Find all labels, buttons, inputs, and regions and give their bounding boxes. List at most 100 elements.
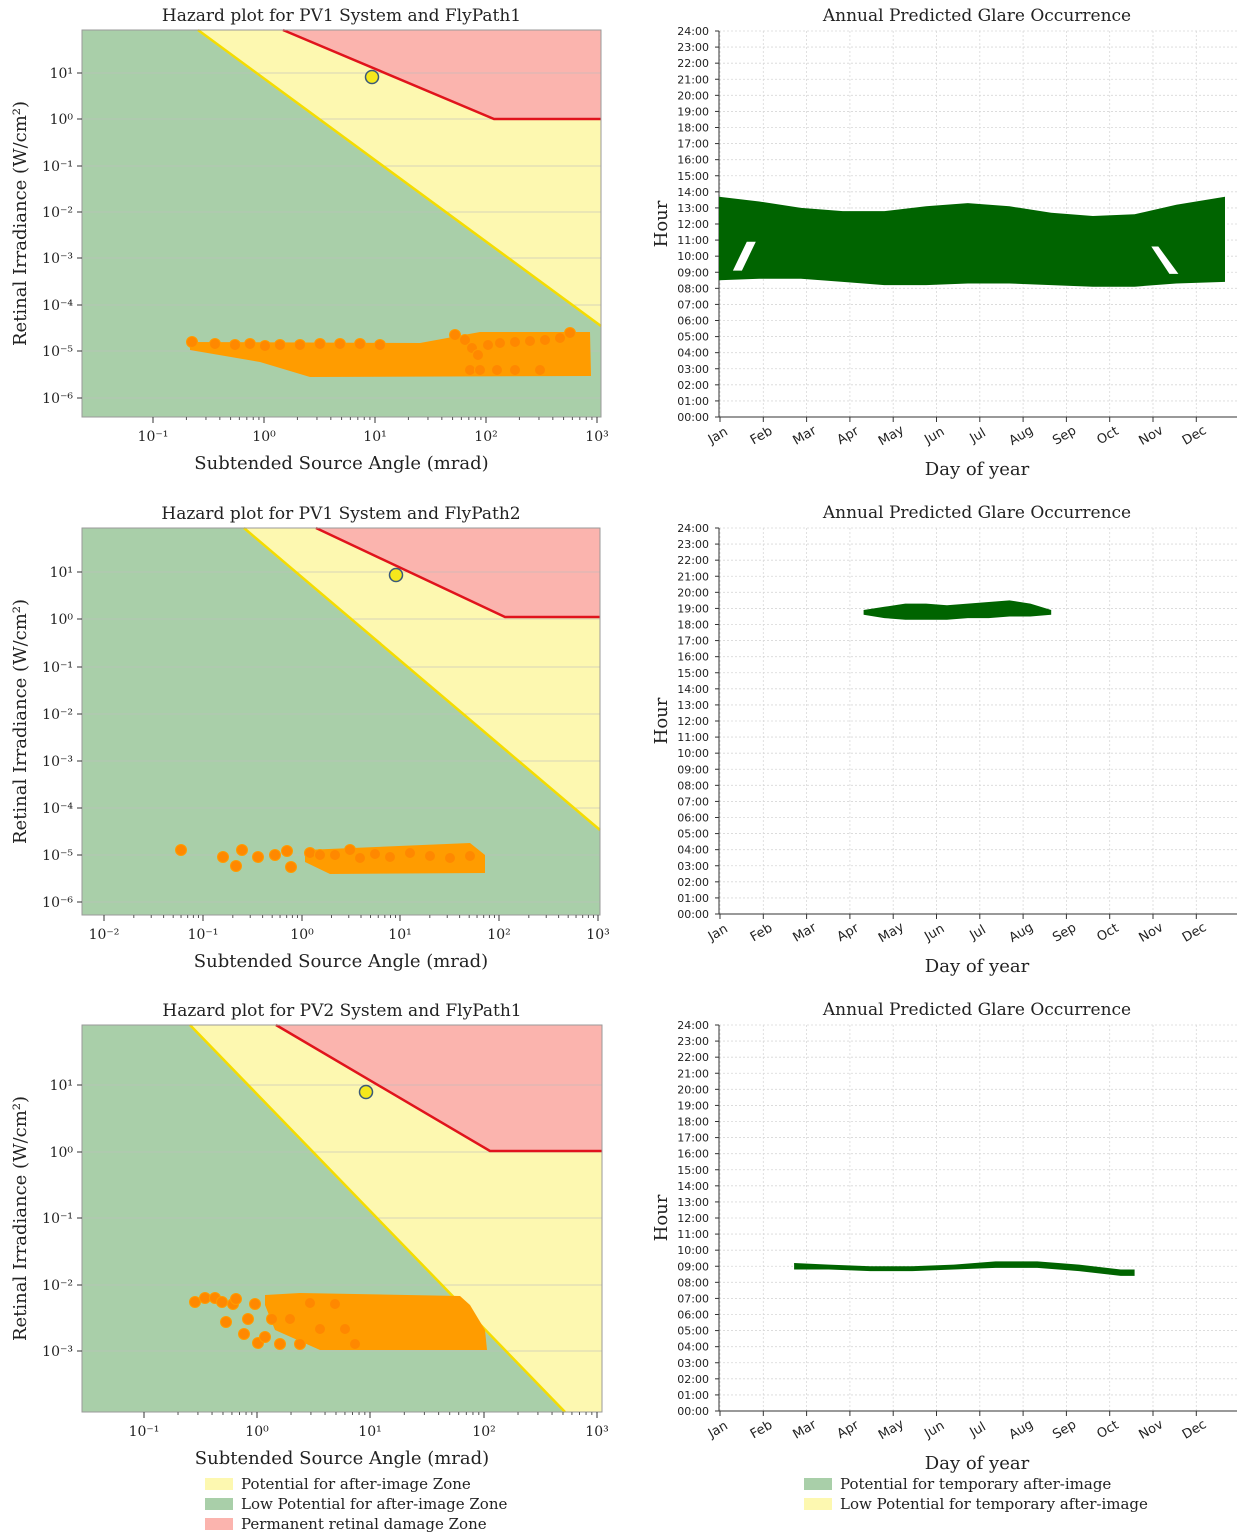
low-potential-zone xyxy=(82,528,600,915)
glare-point xyxy=(294,1338,306,1350)
glare-band xyxy=(863,600,1052,620)
damage-boundary xyxy=(275,1023,602,1153)
glare-point xyxy=(482,339,494,351)
hour-tick-label: 22:00 xyxy=(677,1051,709,1064)
hour-tick-label: 24:00 xyxy=(677,25,709,38)
y-axis-label: Retinal Irradiance (W/cm²) xyxy=(10,599,31,844)
month-tick-label: Nov xyxy=(1137,920,1167,946)
hour-tick-label: 21:00 xyxy=(677,73,709,86)
month-tick-label: May xyxy=(876,920,907,947)
x-tick-label: 10² xyxy=(474,429,497,445)
hazard-plot-title: Hazard plot for PV1 System and FlyPath1 xyxy=(162,6,521,26)
hour-tick-label: 12:00 xyxy=(677,715,709,728)
y-tick-label: 10⁻² xyxy=(42,1278,73,1294)
legend-label: Low Potential for temporary after-image xyxy=(840,1495,1148,1513)
hour-tick-label: 20:00 xyxy=(677,586,709,599)
glare-point xyxy=(186,336,198,348)
hour-tick-label: 11:00 xyxy=(677,234,709,247)
month-tick-label: Mar xyxy=(790,920,819,946)
hour-tick-label: 01:00 xyxy=(677,1389,709,1402)
legend-swatch xyxy=(205,1478,233,1490)
glare-point xyxy=(354,338,366,350)
hour-tick-label: 06:00 xyxy=(677,1309,709,1322)
reference-point xyxy=(388,567,404,583)
hour-tick-label: 13:00 xyxy=(677,202,709,215)
glare-point xyxy=(534,364,546,376)
month-tick-label: Dec xyxy=(1180,920,1209,946)
glare-point xyxy=(524,335,536,347)
month-tick-label: Jun xyxy=(921,424,947,448)
glare-point xyxy=(252,851,264,863)
glare-point xyxy=(404,847,416,859)
month-tick-label: Oct xyxy=(1094,921,1121,945)
glare-plot-title: Annual Predicted Glare Occurrence xyxy=(822,503,1131,523)
hour-tick-label: 04:00 xyxy=(677,347,709,360)
legend-label: Potential for temporary after-image xyxy=(840,1475,1112,1493)
hour-tick-label: 18:00 xyxy=(677,619,709,632)
month-tick-label: May xyxy=(876,423,907,450)
glare-point xyxy=(274,1338,286,1350)
glare-point xyxy=(464,364,476,376)
glare-point xyxy=(374,339,386,351)
month-tick-label: Sep xyxy=(1050,920,1079,945)
hour-tick-label: 24:00 xyxy=(677,1019,709,1032)
legend-label: Low Potential for after-image Zone xyxy=(241,1495,508,1513)
hour-tick-label: 14:00 xyxy=(677,186,709,199)
glare-point xyxy=(217,851,229,863)
y-axis-label: Retinal Irradiance (W/cm²) xyxy=(10,101,31,346)
month-tick-label: Feb xyxy=(748,1418,775,1443)
y-tick-label: 10⁻² xyxy=(42,707,73,723)
glare-point xyxy=(314,849,326,861)
legend-swatch xyxy=(205,1498,233,1510)
hour-tick-label: 15:00 xyxy=(677,1164,709,1177)
month-tick-label: Jun xyxy=(921,1418,947,1442)
x-axis-label: Subtended Source Angle (mrad) xyxy=(194,453,488,474)
hour-tick-label: 02:00 xyxy=(677,876,709,889)
y-axis-label: Hour xyxy=(651,697,672,744)
glare-point xyxy=(329,1298,341,1310)
hour-tick-label: 20:00 xyxy=(677,89,709,102)
glare-point xyxy=(509,336,521,348)
hour-tick-label: 19:00 xyxy=(677,105,709,118)
hour-tick-label: 20:00 xyxy=(677,1083,709,1096)
legend-swatch xyxy=(205,1518,233,1530)
legend-item-temporary: Potential for temporary after-image xyxy=(804,1474,1148,1494)
y-tick-label: 10⁻¹ xyxy=(42,1211,73,1227)
x-tick-label: 10⁻¹ xyxy=(129,1424,160,1440)
hour-tick-label: 23:00 xyxy=(677,1035,709,1048)
y-tick-label: 10⁻³ xyxy=(42,251,73,267)
y-tick-label: 10¹ xyxy=(50,66,73,82)
hour-tick-label: 19:00 xyxy=(677,1099,709,1112)
hour-tick-label: 10:00 xyxy=(677,747,709,760)
month-tick-label: Mar xyxy=(790,1417,819,1443)
hazard-zone-legend: Potential for after-image Zone Low Poten… xyxy=(205,1474,507,1534)
hour-tick-label: 14:00 xyxy=(677,1180,709,1193)
permanent-damage-zone xyxy=(283,30,601,119)
hour-tick-label: 21:00 xyxy=(677,1067,709,1080)
hour-tick-label: 14:00 xyxy=(677,683,709,696)
glare-point xyxy=(314,338,326,350)
hour-tick-label: 08:00 xyxy=(677,779,709,792)
x-tick-label: 10² xyxy=(472,1424,495,1440)
y-axis-label: Hour xyxy=(651,1194,672,1241)
hour-tick-label: 10:00 xyxy=(677,250,709,263)
y-tick-label: 10⁰ xyxy=(50,1145,74,1161)
y-tick-label: 10⁻⁶ xyxy=(42,895,73,911)
glare-point xyxy=(269,849,281,861)
glare-point xyxy=(216,1296,228,1308)
x-tick-label: 10⁻² xyxy=(89,927,120,943)
hour-tick-label: 13:00 xyxy=(677,699,709,712)
x-tick-label: 10⁰ xyxy=(245,1424,269,1440)
legend-item-permanent-damage: Permanent retinal damage Zone xyxy=(205,1514,507,1534)
hour-tick-label: 03:00 xyxy=(677,1357,709,1370)
glare-cluster xyxy=(265,1293,487,1350)
x-tick-label: 10² xyxy=(487,927,510,943)
glare-point xyxy=(236,844,248,856)
glare-band xyxy=(719,196,1225,287)
month-tick-label: Sep xyxy=(1050,423,1079,448)
month-tick-label: May xyxy=(876,1417,907,1444)
hour-tick-label: 11:00 xyxy=(677,1228,709,1241)
hour-tick-label: 09:00 xyxy=(677,266,709,279)
hour-tick-label: 15:00 xyxy=(677,170,709,183)
y-tick-label: 10⁻⁵ xyxy=(42,848,73,864)
